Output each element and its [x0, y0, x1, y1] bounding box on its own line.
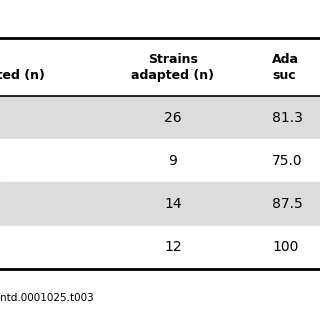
- Text: suc: suc: [272, 69, 296, 82]
- Text: lated (n): lated (n): [0, 69, 45, 82]
- Text: 9: 9: [168, 154, 177, 168]
- Text: ntd.0001025.t003: ntd.0001025.t003: [0, 292, 94, 303]
- Text: 12: 12: [164, 240, 182, 254]
- Text: 75.0: 75.0: [272, 154, 303, 168]
- Bar: [0, 96, 320, 139]
- Bar: [0, 182, 320, 226]
- Text: 100: 100: [272, 240, 298, 254]
- Bar: [0, 226, 320, 269]
- Text: adapted (n): adapted (n): [131, 69, 214, 82]
- Text: 87.5: 87.5: [272, 197, 303, 211]
- Text: Ada: Ada: [272, 53, 299, 66]
- Bar: [0, 38, 320, 96]
- Text: 14: 14: [164, 197, 182, 211]
- Bar: [0, 139, 320, 182]
- Text: 26: 26: [164, 111, 182, 124]
- Text: 81.3: 81.3: [272, 111, 303, 124]
- Text: Strains: Strains: [148, 53, 198, 66]
